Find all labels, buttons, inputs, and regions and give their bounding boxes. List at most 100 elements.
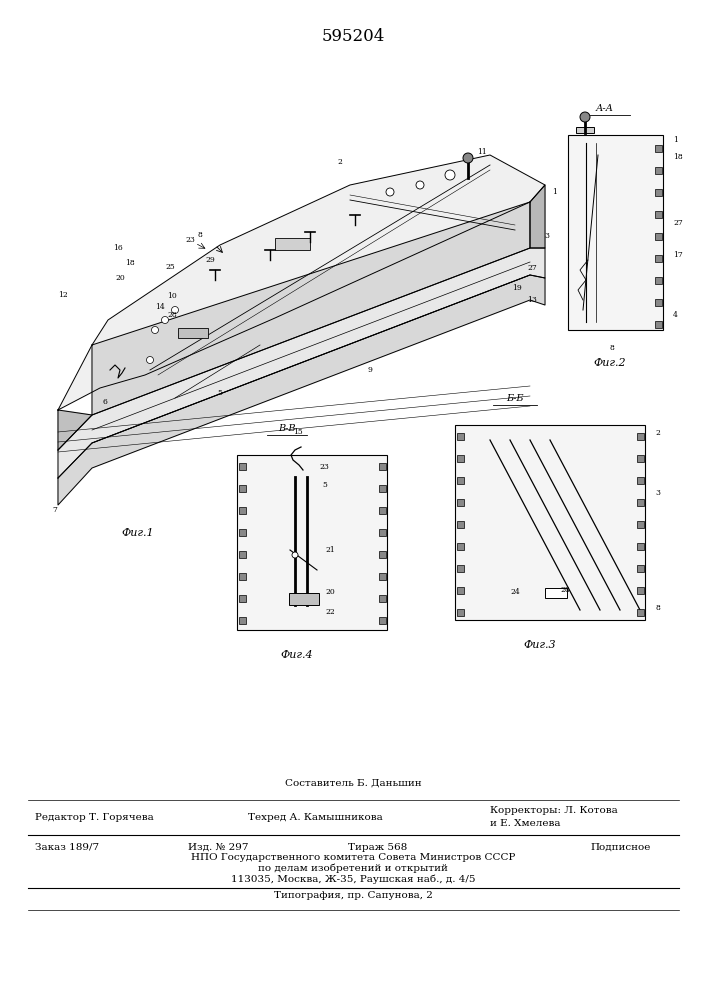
Bar bbox=[637, 455, 644, 462]
Text: В-В: В-В bbox=[279, 424, 296, 433]
Bar bbox=[637, 609, 644, 616]
Text: 22: 22 bbox=[325, 608, 334, 616]
Bar bbox=[379, 507, 386, 514]
Bar bbox=[457, 499, 464, 506]
Text: 29: 29 bbox=[205, 256, 215, 264]
Bar bbox=[379, 595, 386, 602]
Bar bbox=[379, 463, 386, 470]
Bar bbox=[637, 543, 644, 550]
Text: 18: 18 bbox=[125, 259, 135, 267]
Circle shape bbox=[292, 552, 298, 558]
Text: 16: 16 bbox=[113, 244, 123, 252]
Bar bbox=[637, 433, 644, 440]
Bar bbox=[637, 565, 644, 572]
Bar bbox=[655, 321, 662, 328]
Text: 27: 27 bbox=[673, 219, 683, 227]
Bar bbox=[655, 277, 662, 284]
Bar bbox=[275, 238, 310, 250]
Circle shape bbox=[172, 306, 178, 314]
Text: 8: 8 bbox=[197, 231, 202, 239]
Text: 8: 8 bbox=[655, 604, 660, 612]
Bar bbox=[457, 609, 464, 616]
Text: НПО Государственного комитета Совета Министров СССР: НПО Государственного комитета Совета Мин… bbox=[191, 853, 515, 862]
Circle shape bbox=[463, 153, 473, 163]
Text: по делам изобретений и открытий: по делам изобретений и открытий bbox=[258, 863, 448, 873]
Circle shape bbox=[416, 181, 424, 189]
Circle shape bbox=[386, 188, 394, 196]
Text: 20: 20 bbox=[115, 274, 125, 282]
Text: 14: 14 bbox=[155, 303, 165, 311]
Bar bbox=[239, 573, 246, 580]
Bar bbox=[457, 587, 464, 594]
Text: 25: 25 bbox=[165, 263, 175, 271]
Text: 4: 4 bbox=[673, 311, 678, 319]
Text: 20: 20 bbox=[325, 588, 334, 596]
Text: 2: 2 bbox=[655, 429, 660, 437]
Bar bbox=[457, 433, 464, 440]
Text: 113035, Москва, Ж-35, Раушская наб., д. 4/5: 113035, Москва, Ж-35, Раушская наб., д. … bbox=[230, 874, 475, 884]
Text: Подписное: Подписное bbox=[590, 843, 650, 852]
Text: 2: 2 bbox=[337, 158, 342, 166]
Text: Составитель Б. Даньшин: Составитель Б. Даньшин bbox=[285, 779, 421, 788]
Text: 17: 17 bbox=[673, 251, 683, 259]
Bar bbox=[655, 211, 662, 218]
Text: Типография, пр. Сапунова, 2: Типография, пр. Сапунова, 2 bbox=[274, 891, 433, 900]
Text: Заказ 189/7: Заказ 189/7 bbox=[35, 843, 99, 852]
Bar bbox=[655, 189, 662, 196]
Circle shape bbox=[146, 357, 153, 363]
Text: и Е. Хмелева: и Е. Хмелева bbox=[490, 819, 561, 828]
Bar bbox=[239, 485, 246, 492]
Text: 11: 11 bbox=[477, 148, 487, 156]
Polygon shape bbox=[58, 248, 545, 478]
Text: Фиг.4: Фиг.4 bbox=[281, 650, 313, 660]
Bar bbox=[568, 135, 663, 330]
Text: Фиг.2: Фиг.2 bbox=[594, 358, 626, 368]
Text: 28: 28 bbox=[167, 311, 177, 319]
Bar bbox=[379, 529, 386, 536]
Bar bbox=[457, 543, 464, 550]
Bar bbox=[637, 587, 644, 594]
Text: Изд. № 297: Изд. № 297 bbox=[188, 843, 248, 852]
Circle shape bbox=[445, 170, 455, 180]
Bar bbox=[239, 529, 246, 536]
Bar bbox=[457, 521, 464, 528]
Text: Тираж 568: Тираж 568 bbox=[348, 843, 407, 852]
Circle shape bbox=[580, 112, 590, 122]
Bar bbox=[457, 455, 464, 462]
Bar bbox=[576, 127, 594, 133]
Text: 28: 28 bbox=[560, 586, 570, 594]
Polygon shape bbox=[530, 185, 545, 248]
Bar bbox=[655, 145, 662, 152]
Text: 7: 7 bbox=[52, 506, 57, 514]
Bar bbox=[379, 617, 386, 624]
Text: Корректоры: Л. Котова: Корректоры: Л. Котова bbox=[490, 806, 618, 815]
Text: 23: 23 bbox=[319, 463, 329, 471]
Text: Техред А. Камышникова: Техред А. Камышникова bbox=[248, 813, 382, 822]
Bar bbox=[637, 477, 644, 484]
Text: 13: 13 bbox=[527, 296, 537, 304]
Bar bbox=[655, 233, 662, 240]
Text: 595204: 595204 bbox=[321, 28, 385, 45]
Text: 5: 5 bbox=[322, 481, 327, 489]
Text: 12: 12 bbox=[58, 291, 68, 299]
Text: 9: 9 bbox=[368, 366, 373, 374]
Bar bbox=[239, 551, 246, 558]
Text: 10: 10 bbox=[167, 292, 177, 300]
Text: 23: 23 bbox=[185, 236, 195, 244]
Text: 6: 6 bbox=[103, 398, 107, 406]
Text: 15: 15 bbox=[293, 428, 303, 436]
Bar bbox=[457, 565, 464, 572]
Text: Б-Б: Б-Б bbox=[506, 394, 524, 403]
Bar bbox=[379, 551, 386, 558]
Text: 3: 3 bbox=[544, 232, 549, 240]
Bar bbox=[655, 255, 662, 262]
Circle shape bbox=[161, 316, 168, 324]
Text: 5: 5 bbox=[218, 389, 223, 397]
Text: 24: 24 bbox=[510, 588, 520, 596]
Bar bbox=[637, 499, 644, 506]
Polygon shape bbox=[58, 275, 545, 505]
Polygon shape bbox=[92, 202, 530, 415]
Text: 21: 21 bbox=[325, 546, 334, 554]
Text: 8: 8 bbox=[610, 344, 615, 352]
Text: Фиг.3: Фиг.3 bbox=[524, 640, 556, 650]
